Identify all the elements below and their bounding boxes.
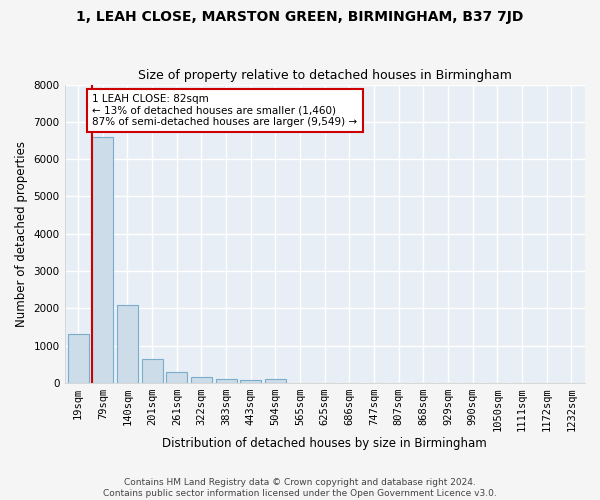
Bar: [191, 378, 212, 383]
Bar: [240, 380, 261, 383]
Bar: [265, 378, 286, 383]
X-axis label: Distribution of detached houses by size in Birmingham: Distribution of detached houses by size …: [163, 437, 487, 450]
Bar: [92, 138, 113, 383]
Bar: [215, 380, 236, 383]
Bar: [117, 305, 138, 383]
Bar: [68, 334, 89, 383]
Bar: [166, 372, 187, 383]
Text: Contains HM Land Registry data © Crown copyright and database right 2024.
Contai: Contains HM Land Registry data © Crown c…: [103, 478, 497, 498]
Text: 1 LEAH CLOSE: 82sqm
← 13% of detached houses are smaller (1,460)
87% of semi-det: 1 LEAH CLOSE: 82sqm ← 13% of detached ho…: [92, 94, 358, 127]
Title: Size of property relative to detached houses in Birmingham: Size of property relative to detached ho…: [138, 69, 512, 82]
Text: 1, LEAH CLOSE, MARSTON GREEN, BIRMINGHAM, B37 7JD: 1, LEAH CLOSE, MARSTON GREEN, BIRMINGHAM…: [76, 10, 524, 24]
Bar: [142, 359, 163, 383]
Y-axis label: Number of detached properties: Number of detached properties: [15, 140, 28, 326]
